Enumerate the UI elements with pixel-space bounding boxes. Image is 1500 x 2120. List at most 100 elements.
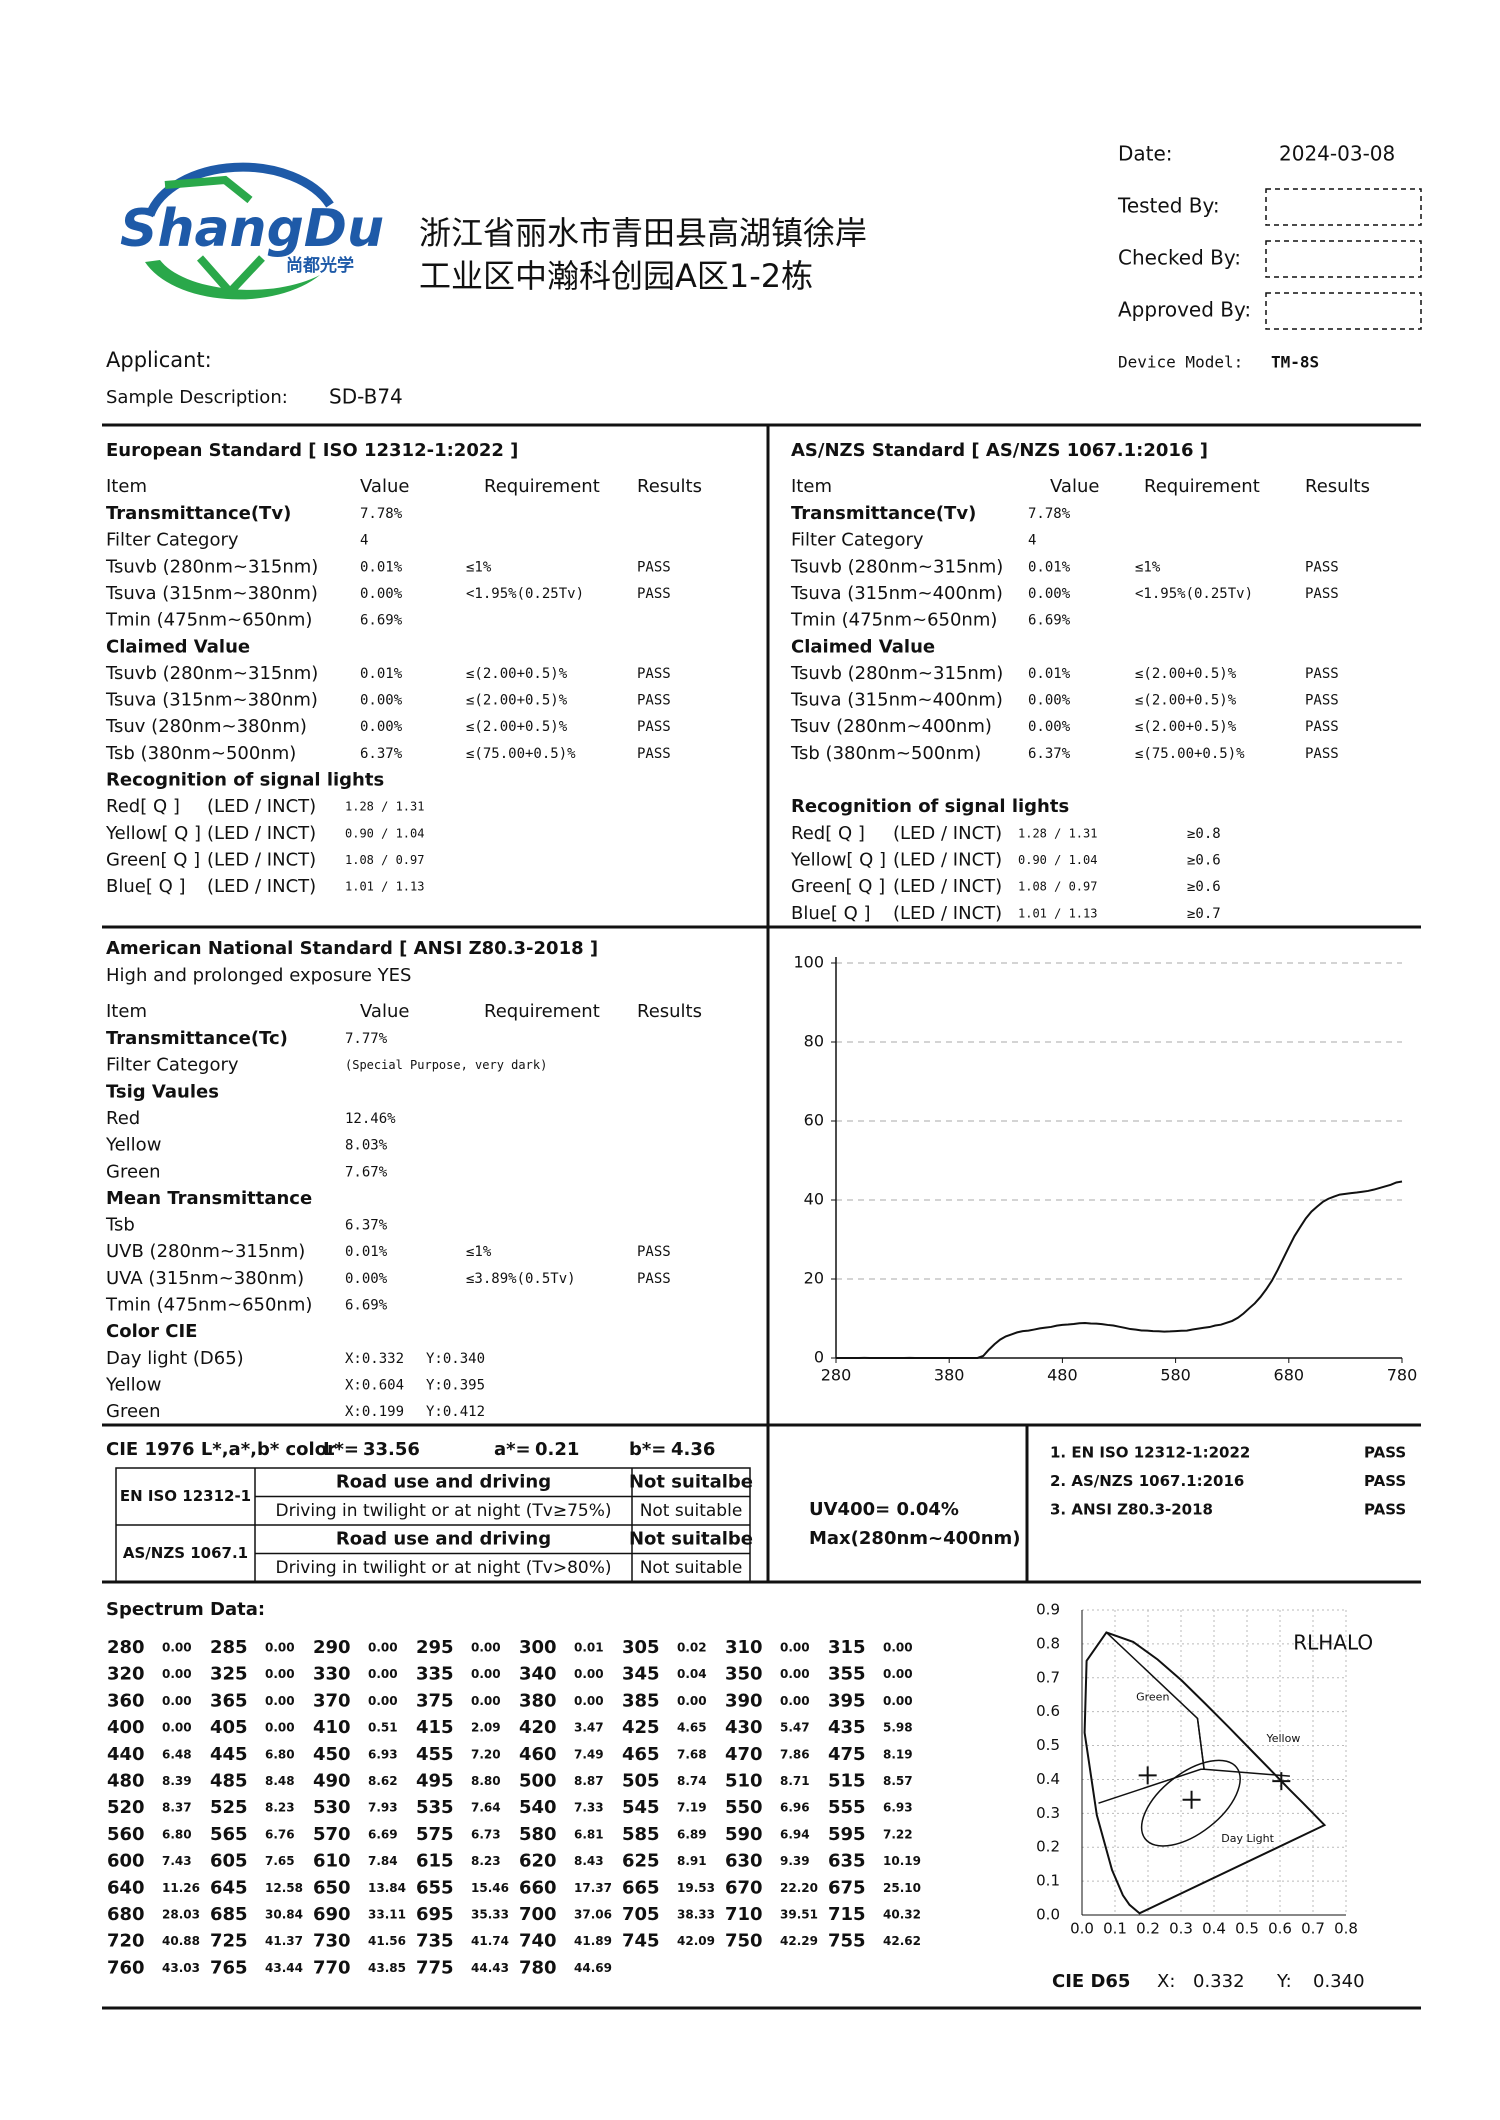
wavelength: 425 (622, 1717, 660, 1738)
row-item: Tsuva (315nm~400nm) (790, 583, 1003, 604)
section-title: AS/NZS Standard [ AS/NZS 1067.1:2016 ] (791, 440, 1208, 461)
row-requirement: ≥0.6 (1187, 879, 1221, 895)
row-item: Transmittance(Tc) (106, 1028, 288, 1049)
row-source: (LED / INCT) (207, 796, 316, 817)
row-value: 0.00% (345, 1271, 388, 1287)
row-requirement: <1.95%(0.25Tv) (1135, 586, 1253, 602)
spectrum-value: 8.87 (574, 1774, 604, 1788)
chart-annotation: RLHALO (1293, 1630, 1373, 1654)
row-result: PASS (1305, 693, 1339, 709)
column-header: Results (637, 476, 702, 497)
region-label: Green (1136, 1690, 1169, 1703)
x-tick-label: 680 (1274, 1366, 1305, 1385)
row-value: (Special Purpose, very dark) (345, 1058, 547, 1072)
wavelength: 635 (828, 1851, 866, 1872)
spectrum-value: 0.00 (883, 1694, 913, 1708)
spectrum-value: 11.26 (162, 1881, 200, 1895)
row-item: Green (106, 1401, 161, 1422)
row-item: Tmin (475nm~650nm) (105, 1295, 312, 1316)
x-tick-label: 380 (934, 1366, 965, 1385)
wavelength: 340 (519, 1664, 557, 1685)
spectrum-value: 41.74 (471, 1934, 509, 1948)
wavelength: 725 (210, 1931, 248, 1952)
row-value: 7.78% (1028, 506, 1071, 522)
spectrum-line (836, 1180, 1403, 1359)
row-value: 4 (1028, 533, 1036, 549)
column-header: Requirement (484, 1001, 600, 1022)
spectrum-value: 0.00 (574, 1694, 604, 1708)
row-requirement: <1.95%(0.25Tv) (466, 586, 584, 602)
row-item: Transmittance(Tv) (791, 503, 976, 524)
wavelength: 600 (107, 1851, 145, 1872)
spectrum-value: 42.29 (780, 1934, 818, 1948)
spectrum-value: 0.00 (883, 1667, 913, 1681)
y-tick-label: 20 (804, 1269, 824, 1288)
row-result: PASS (1305, 586, 1339, 602)
row-requirement: ≤(2.00+0.5)% (1135, 666, 1237, 682)
spectrum-value: 0.02 (677, 1641, 707, 1655)
row-value: 0.01% (1028, 666, 1071, 682)
row-value: 0.01% (1028, 559, 1071, 575)
spectrum-value: 7.22 (883, 1827, 913, 1841)
spectrum-value: 8.62 (368, 1774, 398, 1788)
spectrum-value: 10.19 (883, 1854, 921, 1868)
wavelength: 350 (725, 1664, 763, 1685)
wavelength: 650 (313, 1877, 351, 1898)
spectrum-value: 6.48 (162, 1747, 192, 1761)
summary-result: PASS (1364, 1472, 1406, 1490)
region-boundary (1098, 1631, 1205, 1804)
row-item: Mean Transmittance (106, 1188, 312, 1209)
row-value: Y:0.412 (426, 1404, 485, 1420)
row-source: (LED / INCT) (893, 903, 1002, 924)
wavelength: 665 (622, 1877, 660, 1898)
wavelength: 735 (416, 1931, 454, 1952)
row-item: Yellow[ Q ] (790, 849, 886, 870)
spectrum-value: 6.94 (780, 1827, 810, 1841)
column-header: Value (1050, 476, 1099, 497)
row-item: Tsb (380nm~500nm) (105, 743, 296, 764)
column-header: Results (1305, 476, 1370, 497)
spectrum-value: 0.00 (162, 1694, 192, 1708)
summary-standard: 2. AS/NZS 1067.1:2016 (1050, 1472, 1244, 1490)
row-value: 0.90 / 1.04 (345, 826, 424, 840)
lab-value: 33.56 (363, 1439, 420, 1460)
row-source: (LED / INCT) (207, 849, 316, 870)
wavelength: 660 (519, 1877, 557, 1898)
wavelength: 770 (313, 1957, 351, 1978)
row-value: 7.67% (345, 1164, 388, 1180)
y-tick-label: 0.9 (1036, 1601, 1060, 1619)
wavelength: 355 (828, 1664, 866, 1685)
spectrum-value: 25.10 (883, 1881, 921, 1895)
signature-box (1265, 188, 1422, 226)
wavelength: 755 (828, 1931, 866, 1952)
row-value: 0.00% (360, 719, 403, 735)
row-item: Recognition of signal lights (791, 796, 1069, 817)
row-item: Green (106, 1161, 161, 1182)
row-source: (LED / INCT) (893, 849, 1002, 870)
spectrum-value: 0.00 (265, 1721, 295, 1735)
row-requirement: ≥0.8 (1187, 826, 1221, 842)
wavelength: 455 (416, 1744, 454, 1765)
wavelength: 515 (828, 1771, 866, 1792)
header-label: Tested By: (1117, 194, 1220, 218)
wavelength: 715 (828, 1904, 866, 1925)
wavelength: 530 (313, 1797, 351, 1818)
x-tick-label: 580 (1160, 1366, 1191, 1385)
row-source: (LED / INCT) (893, 876, 1002, 897)
y-tick-label: 0.2 (1036, 1838, 1060, 1856)
signature-box (1265, 240, 1422, 278)
row-item: Tsuv (280nm~400nm) (790, 716, 992, 737)
y-tick-label: 40 (804, 1190, 824, 1209)
spectrum-value: 0.00 (471, 1641, 501, 1655)
row-value: 1.28 / 1.31 (345, 800, 424, 814)
wavelength: 750 (725, 1931, 763, 1952)
row-value: 0.00% (360, 693, 403, 709)
spectrum-value: 6.73 (471, 1827, 501, 1841)
logo-text: ShangDu (120, 199, 384, 259)
wavelength: 575 (416, 1824, 454, 1845)
row-requirement: ≤(2.00+0.5)% (466, 719, 568, 735)
spectrum-value: 6.80 (265, 1747, 295, 1761)
wavelength: 440 (107, 1744, 145, 1765)
spectrum-value: 0.00 (265, 1667, 295, 1681)
row-value: X:0.199 (345, 1404, 404, 1420)
